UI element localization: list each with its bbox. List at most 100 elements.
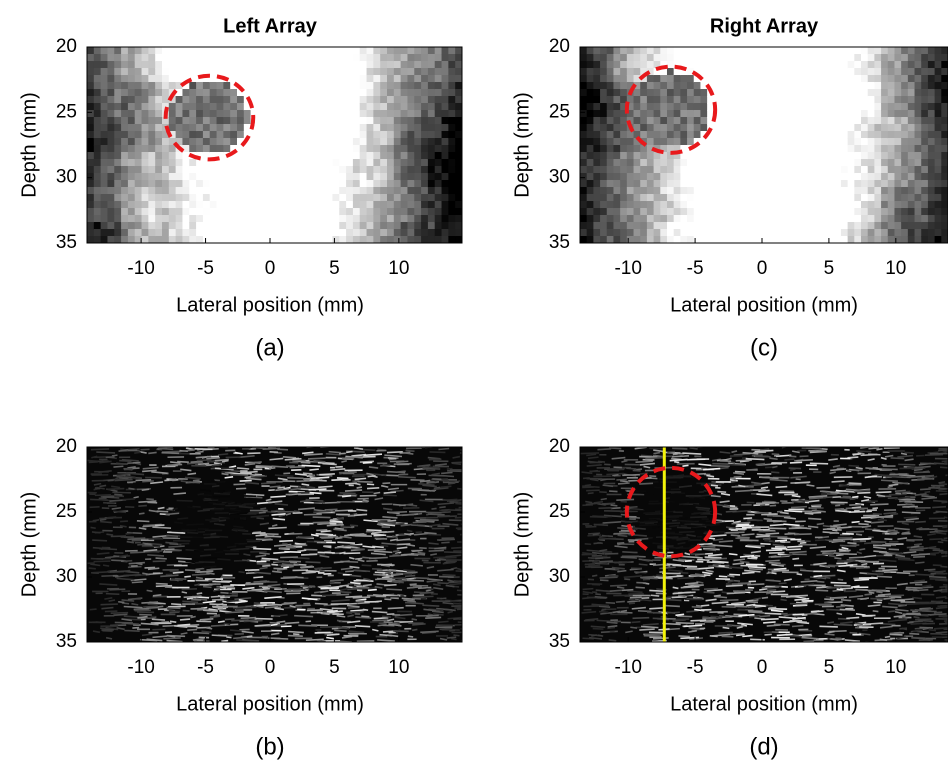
image-pixel (387, 131, 394, 139)
speckle (356, 601, 366, 602)
speckle (374, 492, 381, 493)
image-pixel (894, 145, 901, 153)
image-pixel (305, 138, 312, 146)
image-pixel (223, 124, 230, 132)
speckle (303, 473, 313, 474)
image-pixel (607, 110, 614, 118)
image-pixel (407, 194, 414, 202)
image-pixel (915, 89, 922, 97)
image-pixel (319, 201, 326, 209)
image-pixel (87, 159, 94, 167)
speckle (211, 518, 219, 519)
image-pixel (435, 236, 442, 244)
image-pixel (278, 103, 285, 111)
image-pixel (196, 194, 203, 202)
image-pixel (230, 201, 237, 209)
image-pixel (380, 173, 387, 181)
image-pixel (613, 215, 620, 223)
image-pixel (674, 110, 681, 118)
image-pixel (834, 103, 841, 111)
image-pixel (714, 166, 721, 174)
image-pixel (387, 54, 394, 62)
image-pixel (142, 75, 149, 83)
image-pixel (421, 222, 428, 230)
image-pixel (868, 229, 875, 237)
speckle (153, 595, 161, 596)
image-pixel (587, 208, 594, 216)
image-pixel (935, 82, 942, 90)
image-pixel (128, 173, 135, 181)
image-pixel (814, 208, 821, 216)
image-pixel (87, 201, 94, 209)
image-pixel (854, 117, 861, 125)
image-pixel (155, 110, 162, 118)
speckle (329, 452, 341, 453)
image-pixel (747, 54, 754, 62)
image-pixel (654, 194, 661, 202)
image-pixel (747, 103, 754, 111)
image-pixel (326, 201, 333, 209)
image-pixel (107, 236, 114, 244)
image-pixel (928, 229, 935, 237)
image-pixel (223, 194, 230, 202)
image-pixel (217, 229, 224, 237)
image-pixel (935, 103, 942, 111)
image-pixel (176, 222, 183, 230)
image-pixel (360, 54, 367, 62)
image-pixel (607, 173, 614, 181)
image-pixel (821, 103, 828, 111)
speckle (211, 596, 225, 597)
image-pixel (135, 229, 142, 237)
image-pixel (807, 54, 814, 62)
image-pixel (264, 208, 271, 216)
image-pixel (442, 75, 449, 83)
image-pixel (148, 152, 155, 160)
image-pixel (935, 159, 942, 167)
image-pixel (278, 96, 285, 104)
speckle (260, 508, 266, 509)
image-pixel (814, 194, 821, 202)
image-pixel (727, 173, 734, 181)
image-pixel (921, 208, 928, 216)
image-pixel (915, 222, 922, 230)
image-pixel (264, 152, 271, 160)
image-pixel (667, 103, 674, 111)
image-pixel (841, 194, 848, 202)
speckle (345, 490, 362, 491)
image-pixel (761, 229, 768, 237)
image-pixel (148, 96, 155, 104)
image-pixel (874, 236, 881, 244)
image-pixel (915, 82, 922, 90)
image-pixel (841, 187, 848, 195)
image-pixel (721, 166, 728, 174)
image-pixel (155, 82, 162, 90)
image-pixel (285, 166, 292, 174)
image-pixel (326, 82, 333, 90)
image-pixel (607, 159, 614, 167)
speckle (114, 480, 132, 481)
image-pixel (401, 82, 408, 90)
image-pixel (380, 110, 387, 118)
image-pixel (647, 103, 654, 111)
image-pixel (237, 159, 244, 167)
image-pixel (734, 117, 741, 125)
image-pixel (387, 208, 394, 216)
image-pixel (660, 82, 667, 90)
image-pixel (727, 201, 734, 209)
image-pixel (285, 222, 292, 230)
image-pixel (928, 103, 935, 111)
image-pixel (881, 96, 888, 104)
image-pixel (217, 208, 224, 216)
image-pixel (332, 117, 339, 125)
image-pixel (647, 61, 654, 69)
image-pixel (332, 208, 339, 216)
speckle (106, 594, 119, 595)
image-pixel (754, 145, 761, 153)
image-pixel (251, 173, 258, 181)
image-pixel (593, 194, 600, 202)
speckle (392, 574, 402, 575)
image-pixel (674, 47, 681, 55)
image-pixel (834, 82, 841, 90)
image-pixel (353, 89, 360, 97)
image-pixel (767, 201, 774, 209)
